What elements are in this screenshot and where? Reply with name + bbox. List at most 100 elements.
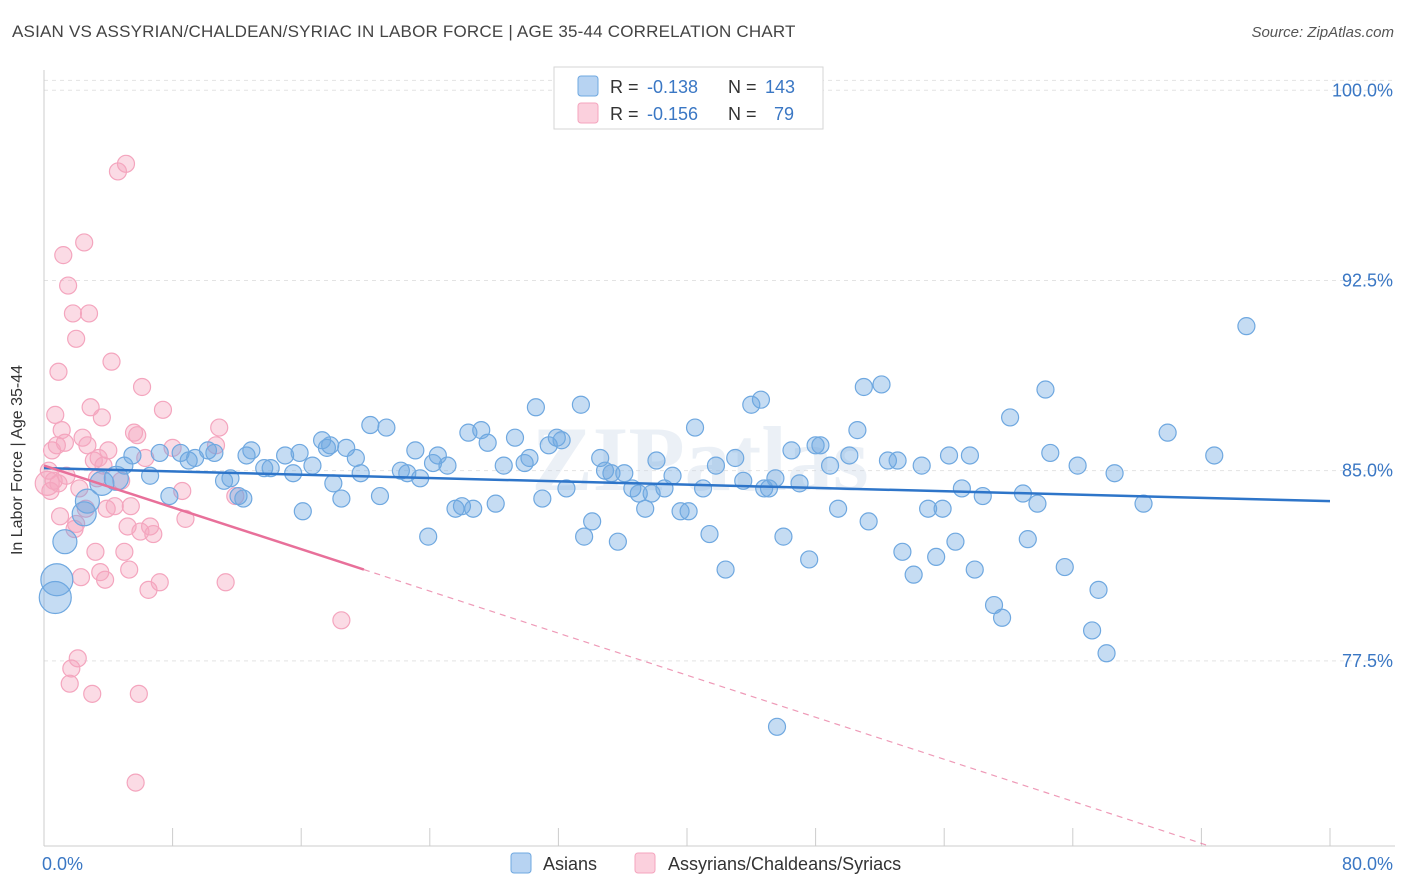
assyrian-point <box>50 507 70 526</box>
asian-point <box>636 499 655 518</box>
assyrian-point <box>105 497 124 516</box>
assyrian-point <box>124 423 144 442</box>
asian-point <box>806 436 825 455</box>
asian-point <box>647 451 666 470</box>
asian-point <box>261 459 280 478</box>
asian-point <box>854 377 873 397</box>
asian-point <box>716 560 735 579</box>
asian-point <box>464 499 483 518</box>
asian-point <box>782 441 801 460</box>
assyrian-point <box>49 474 68 493</box>
asian-point <box>893 542 912 561</box>
asian-point <box>615 464 634 483</box>
bottom-legend: Asians Assyrians/Chaldeans/Syriacs <box>510 852 901 874</box>
asian-point <box>255 459 274 478</box>
asian-point <box>276 446 295 465</box>
asian-point <box>904 565 923 584</box>
assyrian-r-label: R = <box>610 104 639 124</box>
axes <box>43 70 1395 847</box>
tick-labels: 77.5% 85.0% 92.5% 100.0% 0.0% 80.0% <box>42 80 1393 874</box>
asian-point <box>872 375 891 394</box>
assyrian-point <box>144 524 163 544</box>
asian-point <box>317 438 337 457</box>
asian-point <box>751 390 771 409</box>
asian-point <box>829 499 848 518</box>
asian-point <box>742 395 761 414</box>
asian-point <box>767 717 787 736</box>
asian-point <box>324 474 343 493</box>
asian-point <box>575 527 594 546</box>
asian-point <box>679 502 698 521</box>
asian-point <box>946 532 965 551</box>
asian-point <box>693 479 713 498</box>
x-tick-label-min: 0.0% <box>42 854 83 874</box>
asian-point <box>1028 494 1047 513</box>
chart-title: ASIAN VS ASSYRIAN/CHALDEAN/SYRIAC IN LAB… <box>12 22 796 41</box>
asian-point <box>1018 530 1037 549</box>
asian-point <box>1082 621 1102 640</box>
assyrian-point <box>75 233 94 252</box>
assyrian-point <box>102 352 121 371</box>
asian-point <box>520 448 539 468</box>
asian-point <box>1105 464 1124 483</box>
assyrian-point <box>54 246 73 265</box>
y-tick-label: 92.5% <box>1342 270 1393 290</box>
asian-point <box>290 443 309 463</box>
assyrian-point <box>86 542 105 561</box>
asian-point <box>571 395 591 414</box>
y-tick-label: 100.0% <box>1332 80 1393 100</box>
y-tick-label: 77.5% <box>1342 651 1393 671</box>
asian-point <box>1041 443 1060 463</box>
asian-point <box>515 453 534 473</box>
asian-point <box>452 497 472 516</box>
asian-point <box>370 486 390 506</box>
asian-point <box>608 532 627 551</box>
asian-point <box>332 489 351 508</box>
asian-n-label: N = <box>728 77 757 97</box>
assyrian-point <box>153 400 173 419</box>
assyrian-point <box>120 560 139 579</box>
asian-point <box>237 446 256 465</box>
asian-point <box>547 428 566 447</box>
asian-point <box>406 441 425 460</box>
assyrian-point <box>121 497 140 516</box>
assyrian-point <box>210 418 229 437</box>
asian-point <box>583 512 602 531</box>
asian-legend-swatch <box>577 75 599 97</box>
asian-point <box>303 456 322 475</box>
asian-point <box>766 469 785 488</box>
asian-point <box>1068 456 1087 475</box>
assyrians-legend-label: Assyrians/Chaldeans/Syriacs <box>668 854 901 874</box>
asian-point <box>552 431 571 450</box>
asian-point <box>377 418 396 437</box>
assyrian-point <box>95 570 115 589</box>
asian-point <box>820 456 840 475</box>
asian-point <box>629 484 648 503</box>
assyrian-point <box>67 329 86 348</box>
asian-point <box>700 524 719 544</box>
asian-point <box>939 446 959 465</box>
x-tick-label-max: 80.0% <box>1342 854 1393 874</box>
assyrian-point <box>83 684 102 703</box>
top-legend: R = -0.138 N = 143 R = -0.156 N = 79 <box>553 66 824 130</box>
asian-point <box>759 479 779 498</box>
asian-point <box>40 563 74 597</box>
assyrian-point <box>68 649 87 668</box>
asian-point <box>919 499 938 518</box>
assyrian-point <box>62 659 81 678</box>
asian-point <box>927 547 946 567</box>
y-tick-label: 85.0% <box>1342 461 1393 481</box>
assyrian-point <box>99 441 118 460</box>
asian-point <box>505 428 525 447</box>
asian-point <box>774 527 793 546</box>
assyrian-point <box>129 684 148 703</box>
asian-point <box>1097 644 1116 663</box>
asian-point <box>1001 408 1020 427</box>
assyrian-point <box>116 154 136 173</box>
asian-point <box>438 456 457 475</box>
assyrian-point <box>59 276 78 295</box>
watermark: ZIPatlas <box>531 408 868 510</box>
asian-point <box>229 486 248 506</box>
asian-point <box>346 448 365 468</box>
